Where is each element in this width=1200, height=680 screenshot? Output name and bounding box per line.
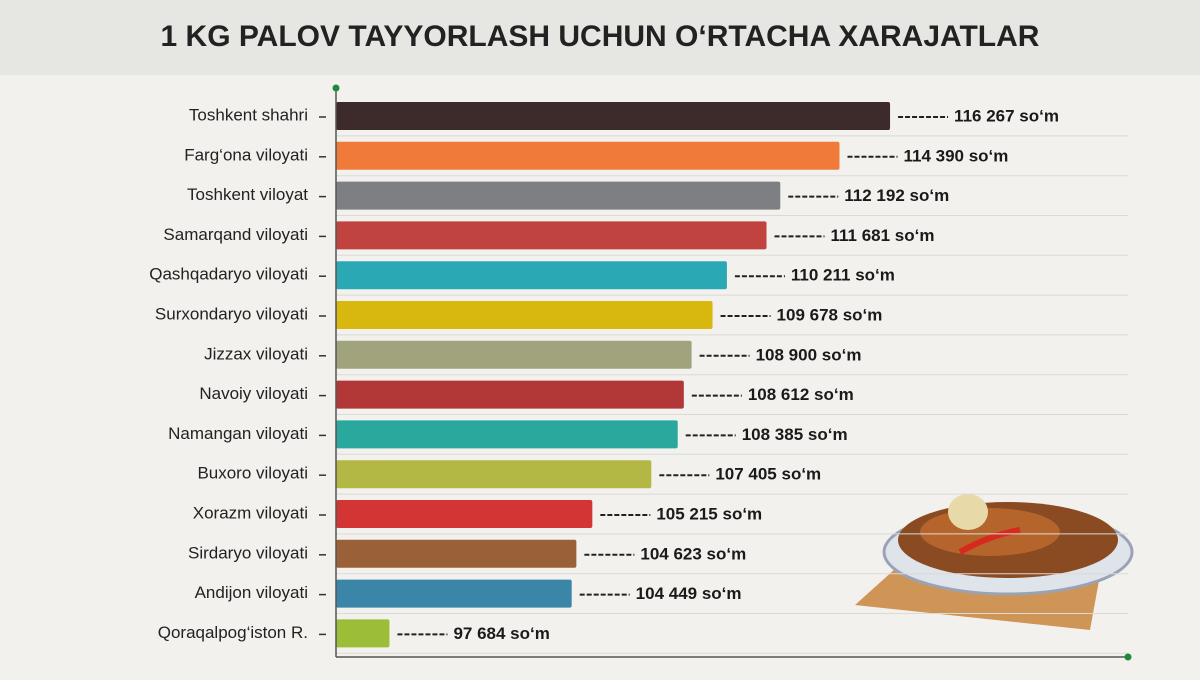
bar (336, 301, 713, 329)
value-label: 108 612 so‘m (748, 385, 854, 404)
axis-dot (332, 84, 340, 92)
value-label: 109 678 so‘m (777, 305, 883, 324)
category-label: Andijon viloyati (195, 583, 308, 602)
category-label: Qashqadaryo viloyati (149, 265, 308, 284)
category-label: Samarqand viloyati (163, 225, 308, 244)
bar (336, 141, 840, 170)
bar (336, 380, 684, 409)
bar (336, 261, 727, 290)
value-label: 108 900 so‘m (756, 345, 862, 364)
value-label: 105 215 so‘m (656, 504, 762, 523)
bar (336, 340, 692, 369)
category-label: Namangan viloyati (168, 424, 308, 443)
chart-title: 1 KG PALOV TAYYORLASH UCHUN O‘RTACHA XAR… (161, 20, 1040, 53)
value-label: 114 390 so‘m (903, 146, 1008, 165)
category-label: Navoiy viloyati (199, 384, 308, 403)
axis-dot (1124, 653, 1132, 661)
category-label: Sirdaryo viloyati (188, 543, 308, 562)
category-label: Xorazm viloyati (193, 503, 308, 522)
value-label: 97 684 so‘m (453, 624, 549, 643)
bar (336, 619, 390, 648)
dish-illustration (855, 494, 1134, 630)
bar (336, 221, 767, 250)
category-label: Buxoro viloyati (197, 464, 308, 483)
bar (336, 460, 652, 489)
value-label: 108 385 so‘m (742, 425, 848, 444)
category-label: Toshkent viloyat (187, 185, 308, 204)
value-label: 112 192 so‘m (844, 186, 949, 205)
value-label: 104 449 so‘m (636, 584, 742, 603)
value-label: 107 405 so‘m (715, 465, 821, 484)
bar (336, 102, 891, 130)
bar (336, 181, 781, 210)
value-label: 104 623 so‘m (640, 544, 746, 563)
title-band (0, 0, 1200, 75)
value-label: 111 681 so‘m (831, 226, 935, 245)
category-label: Surxondaryo viloyati (155, 304, 308, 323)
bar (336, 420, 678, 449)
category-label: Toshkent shahri (189, 105, 308, 124)
category-label: Jizzax viloyati (204, 344, 308, 363)
bar (336, 539, 577, 568)
value-label: 116 267 so‘m (954, 106, 1059, 125)
value-label: 110 211 so‘m (791, 266, 895, 285)
category-label: Farg‘ona viloyati (184, 145, 308, 164)
bar (336, 500, 593, 528)
bar (336, 579, 572, 608)
category-label: Qoraqalpog‘iston R. (158, 623, 308, 642)
